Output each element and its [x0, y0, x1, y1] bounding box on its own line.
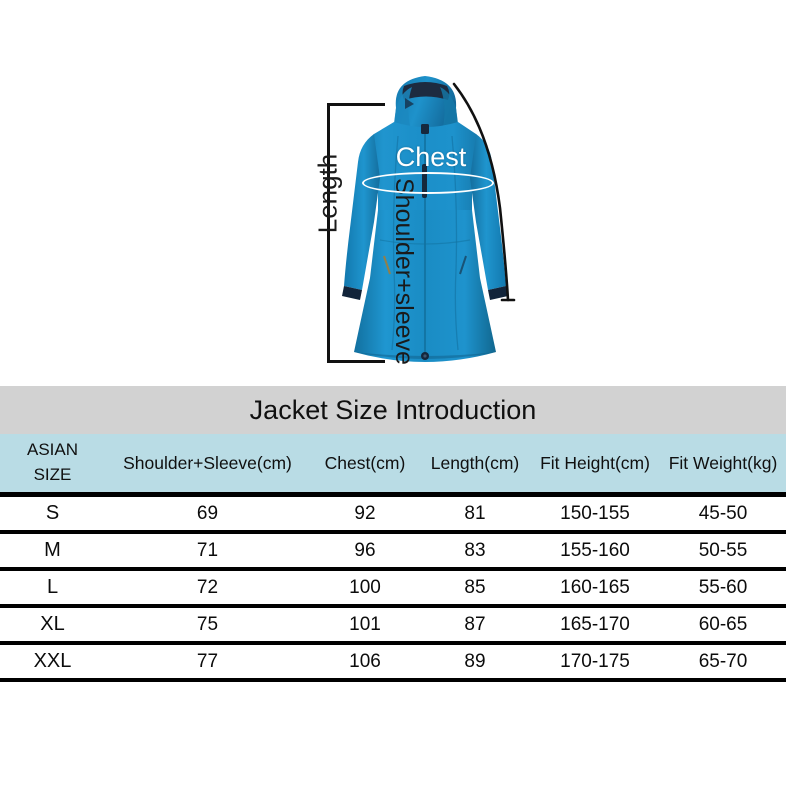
cell-size: S [45, 502, 60, 524]
cell-fit-weight: 55-60 [698, 576, 748, 598]
cell-fit-weight: 50-55 [698, 539, 748, 561]
cell-size: M [44, 539, 61, 561]
cell-fit-weight: 65-70 [698, 650, 748, 672]
shoulder-sleeve-measure-label: Shoulder+sleeve [390, 178, 418, 365]
cell-length: 89 [464, 650, 486, 672]
table-rule [0, 678, 786, 682]
column-header-length: Length(cm) [430, 452, 520, 473]
column-header-chest: Chest(cm) [324, 452, 406, 473]
cell-size: XL [40, 613, 65, 635]
column-header-shoulder-sleeve: Shoulder+Sleeve(cm) [123, 452, 292, 473]
table-rule [0, 604, 786, 608]
asian-size-line1: ASIAN [26, 440, 79, 460]
cell-chest: 101 [349, 613, 381, 635]
cell-shoulder-sleeve: 72 [196, 576, 219, 598]
jacket-illustration: Chest Length Shoulder+sleeve [0, 0, 800, 386]
cell-size: L [46, 576, 59, 598]
cell-fit-height: 170-175 [560, 650, 630, 672]
cell-length: 87 [464, 613, 486, 635]
cell-chest: 106 [349, 650, 381, 672]
cell-fit-height: 165-170 [560, 613, 630, 635]
cell-fit-height: 150-155 [560, 502, 630, 524]
cell-shoulder-sleeve: 71 [196, 539, 219, 561]
table-title: Jacket Size Introduction [0, 386, 786, 434]
cell-length: 83 [464, 539, 486, 561]
jacket-image-wrap: Chest Length Shoulder+sleeve [300, 60, 550, 380]
cell-chest: 92 [354, 502, 376, 524]
table-header-row: ASIAN SIZE Shoulder+Sleeve(cm) Chest(cm)… [0, 434, 786, 492]
table-row: M 71 96 83 155-160 50-55 [0, 534, 786, 567]
cell-fit-weight: 60-65 [698, 613, 748, 635]
cell-shoulder-sleeve: 69 [196, 502, 219, 524]
table-rule [0, 492, 786, 497]
column-header-fit-height: Fit Height(cm) [540, 452, 650, 473]
cell-length: 85 [464, 576, 486, 598]
chest-measure-ellipse [362, 172, 494, 194]
table-row: L 72 100 85 160-165 55-60 [0, 571, 786, 604]
table-rule [0, 641, 786, 645]
cell-fit-height: 160-165 [560, 576, 630, 598]
column-header-fit-weight: Fit Weight(kg) [668, 452, 778, 473]
cell-shoulder-sleeve: 75 [196, 613, 219, 635]
length-measure-label: Length [312, 153, 343, 234]
cell-fit-weight: 45-50 [698, 502, 748, 524]
asian-size-line2: SIZE [33, 465, 72, 484]
chest-measure-label: Chest [395, 142, 467, 172]
cell-shoulder-sleeve: 77 [196, 650, 219, 672]
table-rule [0, 567, 786, 571]
length-measure-bracket [327, 103, 385, 363]
table-rule [0, 530, 786, 534]
table-row: XXL 77 106 89 170-175 65-70 [0, 645, 786, 678]
column-header-asian-size: ASIAN SIZE [0, 438, 105, 487]
cell-chest: 96 [354, 539, 376, 561]
cell-fit-height: 155-160 [560, 539, 630, 561]
cell-size: XXL [33, 650, 72, 672]
cell-chest: 100 [349, 576, 381, 598]
size-table: Jacket Size Introduction ASIAN SIZE Shou… [0, 386, 786, 682]
cell-length: 81 [464, 502, 486, 524]
table-row: XL 75 101 87 165-170 60-65 [0, 608, 786, 641]
table-row: S 69 92 81 150-155 45-50 [0, 497, 786, 530]
